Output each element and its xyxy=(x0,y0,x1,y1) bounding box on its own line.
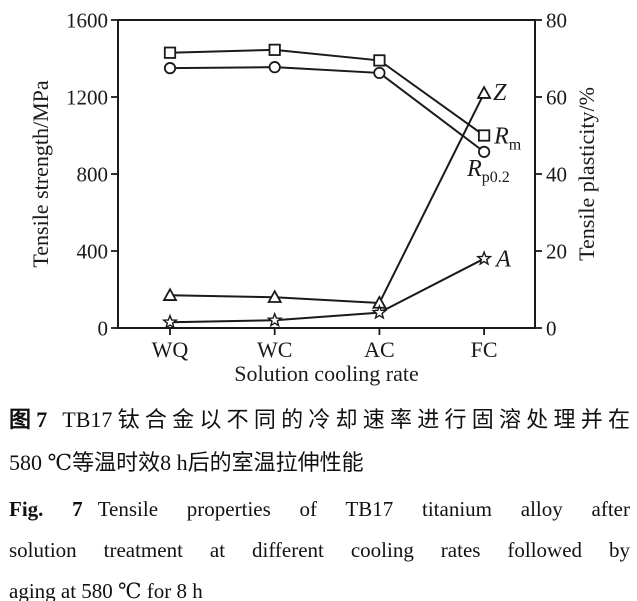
right-axis-tick-label: 0 xyxy=(546,317,557,341)
series-A-line xyxy=(169,257,485,324)
left-axis-tick-label: 400 xyxy=(77,240,109,264)
left-axis-tick-label: 1200 xyxy=(66,86,108,110)
tensile-properties-chart: 0 400 800 1200 1600 Tensile strength/MPa 0 20 40… xyxy=(28,9,599,387)
left-axis: 0 400 800 1200 1600 Tensile strength/MPa xyxy=(28,9,118,341)
caption-zh-prefix: 图7 xyxy=(9,407,48,432)
star-marker xyxy=(475,250,493,266)
series-Z-label: Z xyxy=(493,80,507,106)
triangle-marker xyxy=(162,287,178,301)
left-axis-title: Tensile strength/MPa xyxy=(28,80,53,268)
caption-en-line3: aging at 580 ℃ for 8 h xyxy=(9,579,203,601)
x-axis-tick-label: AC xyxy=(364,337,395,362)
caption-en-line1: Fig. 7 Tensile properties of TB17 titaniu… xyxy=(9,489,630,530)
series-Rp0.2-line xyxy=(169,66,485,153)
series-Rm-line xyxy=(169,48,485,137)
series-Z: Z xyxy=(162,80,507,309)
series-A-label: A xyxy=(494,247,511,273)
caption-zh-line1: 图7 TB17钛合金以不同的冷却速率进行固溶处理并在 xyxy=(9,398,630,441)
caption-en-line1-text: Tensile properties of TB17 titanium allo… xyxy=(97,497,630,521)
series-A: A xyxy=(161,247,511,330)
right-axis-tick-label: 60 xyxy=(546,86,567,110)
square-marker xyxy=(477,129,491,142)
x-axis-tick-label: FC xyxy=(471,337,498,362)
caption-en-line2: solution treatment at different cooling … xyxy=(9,538,630,562)
caption-chinese: 图7 TB17钛合金以不同的冷却速率进行固溶处理并在 580 ℃等温时效8 h后的… xyxy=(9,398,630,484)
circle-marker xyxy=(268,61,281,74)
x-axis-tick-label: WQ xyxy=(152,337,189,362)
square-marker xyxy=(163,46,177,59)
series-Rm-label: Rm xyxy=(493,124,522,154)
triangle-marker xyxy=(476,85,492,99)
circle-marker xyxy=(163,62,177,75)
caption-zh-line2: 580 ℃等温时效8 h后的室温拉伸性能 xyxy=(9,450,364,475)
right-axis-title: Tensile plasticity/% xyxy=(574,87,599,261)
square-marker xyxy=(373,54,386,67)
x-axis-tick-label: WC xyxy=(257,337,292,362)
x-axis-title: Solution cooling rate xyxy=(234,361,419,386)
star-marker xyxy=(371,304,388,320)
star-marker xyxy=(161,313,179,330)
left-axis-tick-label: 0 xyxy=(98,317,109,341)
series-Z-line xyxy=(169,92,485,305)
star-marker xyxy=(266,311,283,328)
circle-marker xyxy=(373,66,386,80)
triangle-marker xyxy=(267,289,283,303)
right-axis-tick-label: 80 xyxy=(546,9,567,33)
caption-en-prefix: Fig. 7 xyxy=(9,497,83,521)
caption-zh-line1-text: TB17钛合金以不同的冷却速率进行固溶处理并在 xyxy=(62,407,630,432)
circle-marker xyxy=(477,145,491,158)
series-Rp0.2: Rp0.2 xyxy=(163,61,510,186)
caption-english: Fig. 7 Tensile properties of TB17 titaniu… xyxy=(9,489,630,601)
x-axis: WQ WC AC FC Solution cooling rate xyxy=(152,328,498,386)
right-axis: 0 20 40 60 80 Tensile plasticity/% xyxy=(535,9,599,341)
left-axis-tick-label: 800 xyxy=(77,163,109,187)
series-Rp0.2-label: Rp0.2 xyxy=(466,156,510,186)
right-axis-tick-label: 40 xyxy=(546,163,567,187)
square-marker xyxy=(268,43,281,56)
left-axis-tick-label: 1600 xyxy=(66,9,108,33)
chart-area: 0 400 800 1200 1600 Tensile strength/MPa 0 20 40… xyxy=(28,9,599,387)
right-axis-tick-label: 20 xyxy=(546,240,567,264)
series-Rm: Rm xyxy=(163,43,522,154)
